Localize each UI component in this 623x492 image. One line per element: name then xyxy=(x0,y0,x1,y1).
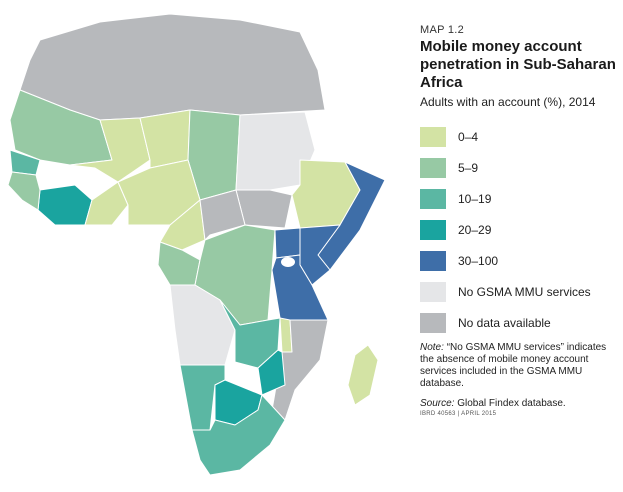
legend-label: 30–100 xyxy=(458,254,499,268)
region-car[interactable] xyxy=(199,189,246,241)
source-text: Global Findex database. xyxy=(457,398,566,409)
region-madagascar[interactable] xyxy=(347,344,379,406)
region-cote-divoire[interactable] xyxy=(37,184,93,226)
legend-item: 0–4 xyxy=(420,125,616,149)
africa-map xyxy=(7,13,386,476)
legend-swatch xyxy=(420,127,446,147)
region-ghana-togo[interactable] xyxy=(84,181,129,226)
region-angola[interactable] xyxy=(169,284,236,366)
legend-item: No data available xyxy=(420,311,616,335)
legend-swatch xyxy=(420,220,446,240)
map-note: Note: “No GSMA MMU services” indicates t… xyxy=(420,342,616,390)
legend-label: 0–4 xyxy=(458,130,479,144)
legend-item: No GSMA MMU services xyxy=(420,280,616,304)
legend-label: 5–9 xyxy=(458,161,479,175)
map-subtitle: Adults with an account (%), 2014 xyxy=(420,95,596,109)
legend-label: 20–29 xyxy=(458,223,492,237)
legend-item: 20–29 xyxy=(420,218,616,242)
region-north-africa[interactable] xyxy=(19,13,326,121)
legend-item: 10–19 xyxy=(420,187,616,211)
legend-swatch xyxy=(420,158,446,178)
legend-swatch xyxy=(420,189,446,209)
region-west-coast[interactable] xyxy=(7,171,41,211)
legend-label: No GSMA MMU services xyxy=(458,285,591,299)
map-number: MAP 1.2 xyxy=(420,24,465,36)
legend-panel: MAP 1.2 Mobile money account penetration… xyxy=(420,24,616,417)
legend-swatch xyxy=(420,282,446,302)
legend-item: 5–9 xyxy=(420,156,616,180)
map-title: Mobile money account penetration in Sub-… xyxy=(420,38,616,91)
lake-victoria xyxy=(281,257,295,267)
ibrd-code: IBRD 40563 | APRIL 2015 xyxy=(420,411,497,417)
legend-swatch xyxy=(420,313,446,333)
region-south-africa[interactable] xyxy=(191,394,286,476)
legend-swatch xyxy=(420,251,446,271)
region-gabon-congo[interactable] xyxy=(157,241,201,286)
region-zimbabwe[interactable] xyxy=(257,349,286,396)
legend-item: 30–100 xyxy=(420,249,616,273)
map-source: Source: Global Findex database. xyxy=(420,398,616,409)
note-prefix: Note: xyxy=(420,342,444,353)
legend-label: 10–19 xyxy=(458,192,492,206)
note-text: “No GSMA MMU services” indicates the abs… xyxy=(420,342,607,389)
legend-label: No data available xyxy=(458,316,551,330)
source-prefix: Source: xyxy=(420,398,455,409)
region-uganda[interactable] xyxy=(274,227,301,259)
legend: 0–4 5–9 10–19 20–29 30–100 No GSMA MMU servic… xyxy=(420,125,616,335)
region-cameroon[interactable] xyxy=(159,199,206,251)
